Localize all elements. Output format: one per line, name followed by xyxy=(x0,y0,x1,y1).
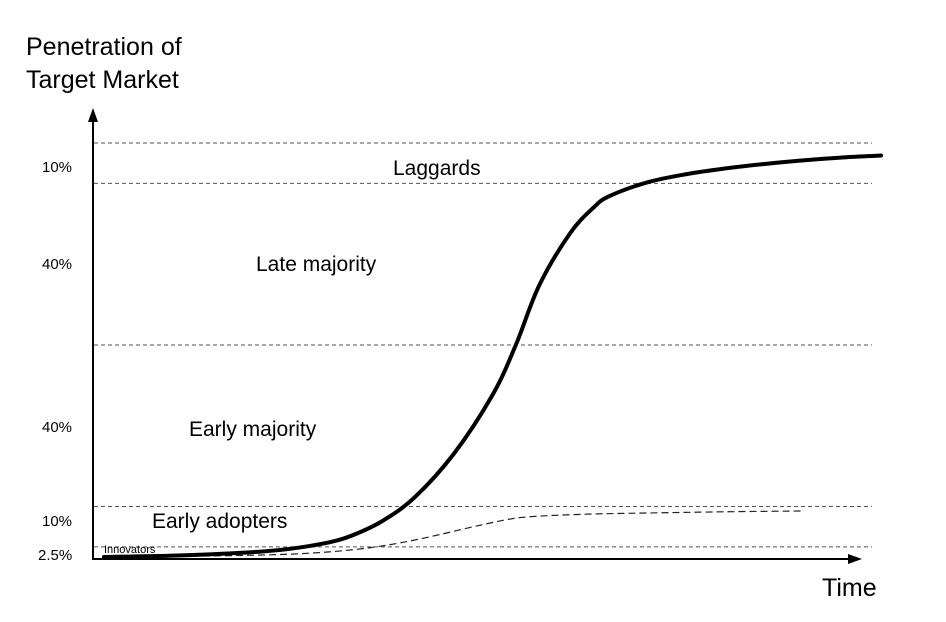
x-axis-title: Time xyxy=(822,574,877,602)
segment-share-label: 10% xyxy=(42,513,72,530)
segment-share-label: 40% xyxy=(42,256,72,273)
segment-share-labels: 2.5% 10% 40% 40% 10% xyxy=(38,159,72,564)
segment-name-label: Laggards xyxy=(393,157,481,180)
segment-name-label: Early adopters xyxy=(152,510,287,533)
segment-share-label: 40% xyxy=(42,419,72,436)
segment-name-label: Late majority xyxy=(256,253,377,276)
y-axis-arrow xyxy=(88,108,98,122)
segment-share-label: 2.5% xyxy=(38,547,72,564)
segment-name-labels: Innovators Early adopters Early majority La… xyxy=(104,157,481,556)
y-axis-title-line-1: Penetration of xyxy=(26,33,182,61)
x-axis-arrow xyxy=(848,554,862,564)
segment-share-label: 10% xyxy=(42,159,72,176)
y-axis-title-line-2: Target Market xyxy=(26,66,179,94)
segment-name-label: Early majority xyxy=(189,418,317,441)
secondary-dashed-curve xyxy=(103,510,804,558)
segment-boundaries xyxy=(94,142,872,548)
adoption-s-curve xyxy=(102,153,883,559)
axes xyxy=(88,108,862,564)
segment-name-label: Innovators xyxy=(104,544,156,556)
